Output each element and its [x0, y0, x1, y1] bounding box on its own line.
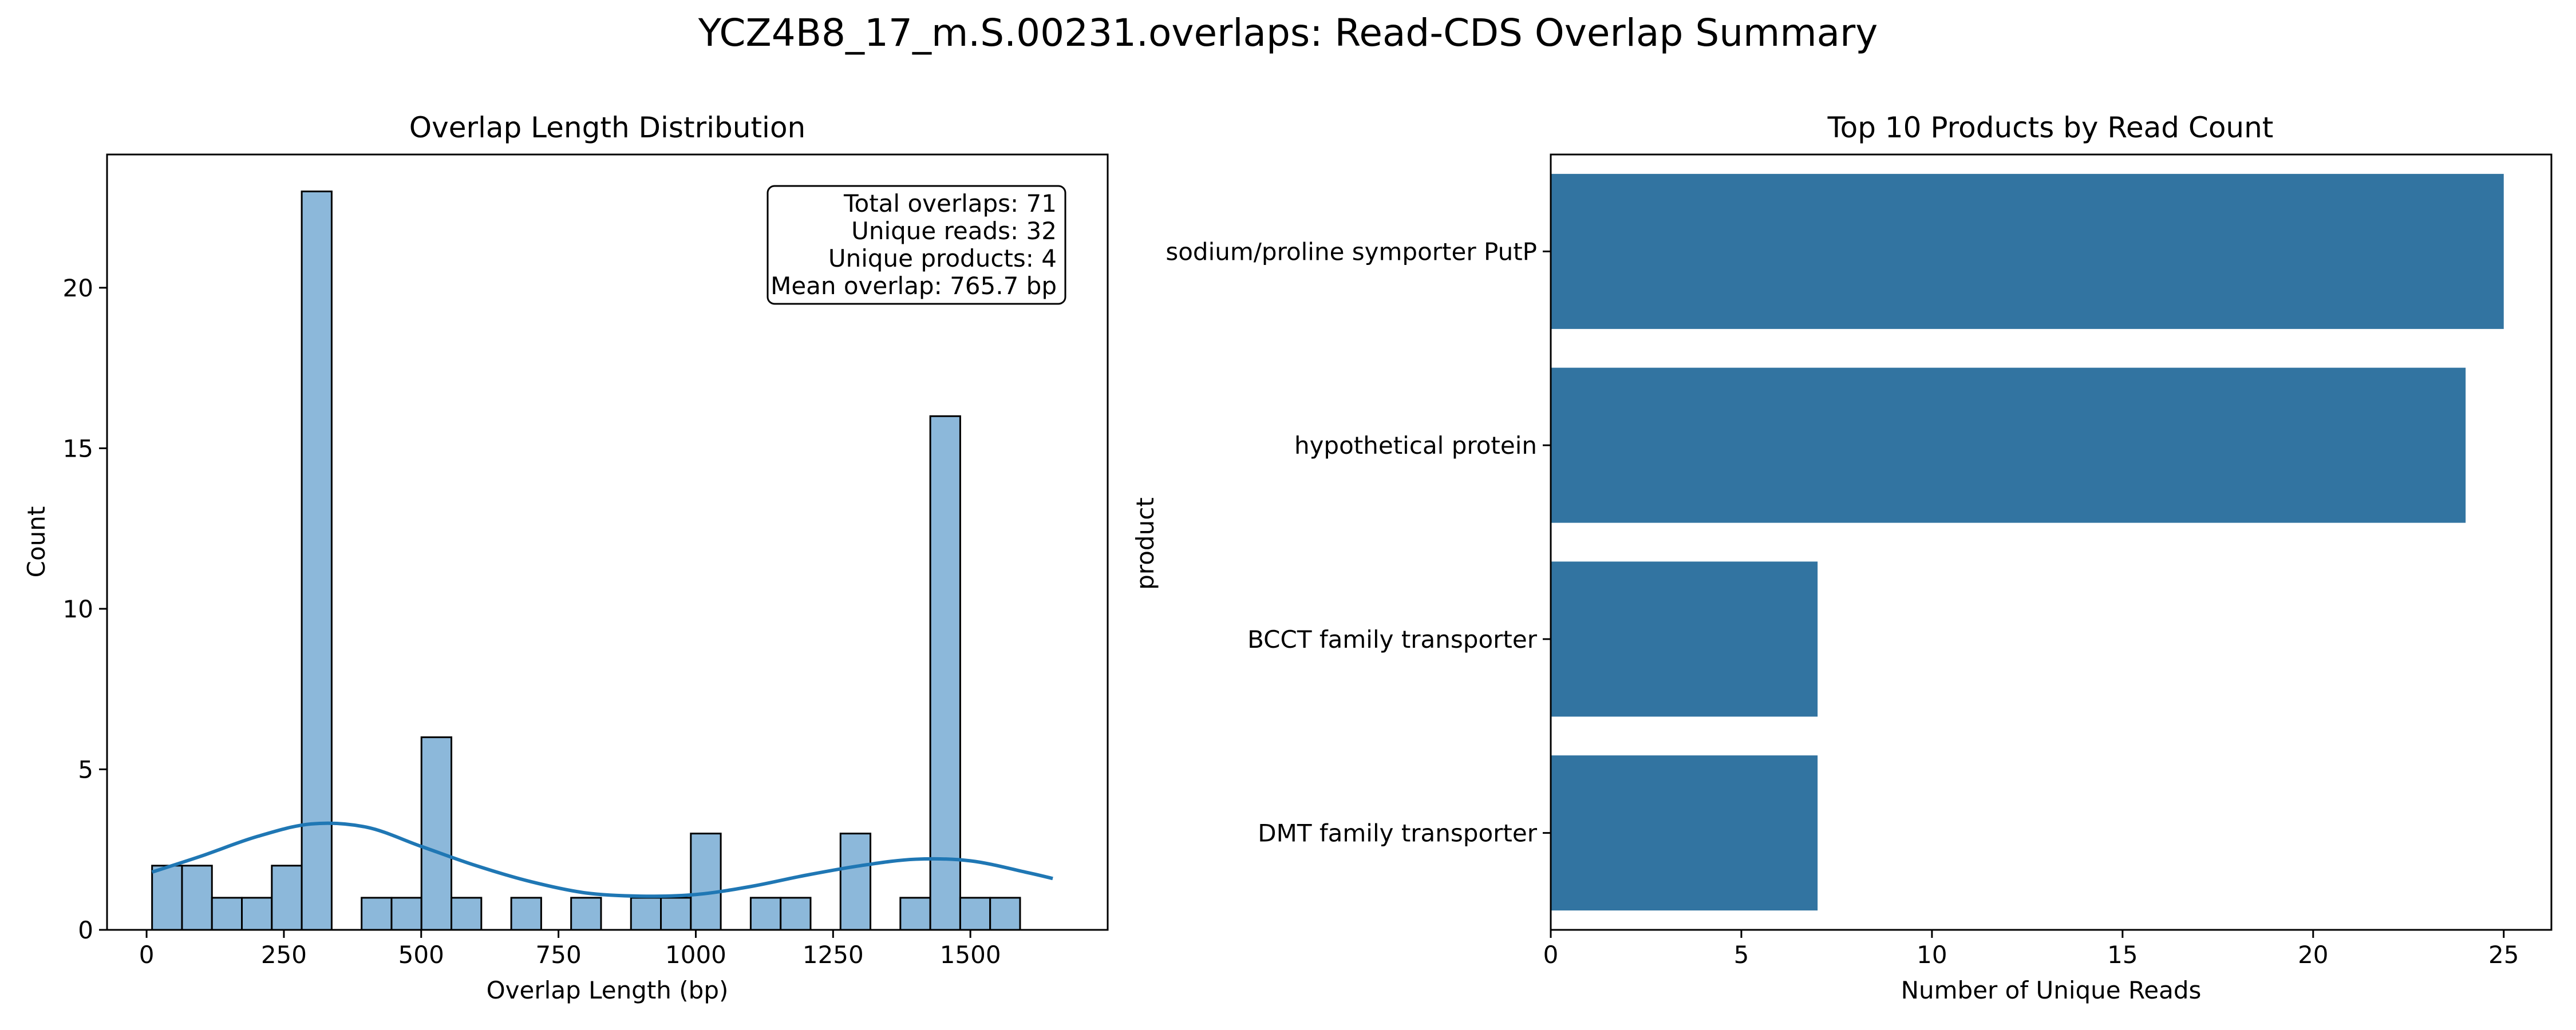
histogram-xtick-label: 1250 — [803, 941, 864, 969]
histogram-xtick-label: 0 — [139, 941, 155, 969]
stats-box-frame — [767, 185, 1066, 305]
bar-chart-xtick-label: 25 — [2488, 941, 2519, 969]
histogram-bar — [181, 865, 213, 931]
histogram-xtick-label: 1500 — [940, 941, 1001, 969]
histogram-ytick-label: 5 — [78, 755, 93, 783]
histogram-bar — [690, 833, 722, 931]
stats-line-products: Unique products: 4 — [828, 244, 1057, 272]
bar-chart-xtick-label: 10 — [1917, 941, 1947, 969]
bar-chart-ylabel: product — [1131, 497, 1159, 590]
bar-chart-category-label: sodium/proline symporter PutP — [1165, 237, 1537, 266]
histogram-bar — [630, 897, 662, 931]
histogram-bar — [451, 897, 483, 931]
histogram-bar — [301, 191, 333, 931]
histogram-bar — [510, 897, 542, 931]
bar-chart-xtick-label: 5 — [1734, 941, 1749, 969]
stats-line-mean: Mean overlap: 765.7 bp — [771, 272, 1057, 300]
histogram-bar — [151, 865, 183, 931]
histogram-title: Overlap Length Distribution — [409, 111, 805, 144]
bar-chart-xtick-label: 0 — [1543, 941, 1559, 969]
histogram-ytick-label: 10 — [63, 595, 93, 623]
bar-chart-xtick-label: 15 — [2107, 941, 2138, 969]
bar-chart-bars — [1551, 173, 2504, 911]
bar-chart-xtick-label: 20 — [2298, 941, 2328, 969]
histogram-xtick-label: 250 — [261, 941, 307, 969]
bar-chart-bar — [1551, 367, 2466, 523]
bar-chart-bar — [1551, 755, 1818, 911]
histogram-ytick-label: 20 — [63, 274, 93, 302]
histogram-bar — [271, 865, 303, 931]
figure-title: YCZ4B8_17_m.S.00231.overlaps: Read-CDS O… — [698, 11, 1878, 55]
histogram-ticks: 0 250 500 750 1000 1250 1500 0 5 10 15 20 — [63, 274, 1001, 969]
bar-chart-ticks: 0 5 10 15 20 25 sodium/proline symporter PutP h… — [1165, 237, 2519, 969]
histogram-bar — [570, 897, 602, 931]
histogram-xlabel: Overlap Length (bp) — [487, 976, 729, 1004]
bar-chart-title: Top 10 Products by Read Count — [1827, 111, 2274, 144]
histogram-panel: Overlap Length Distribution 0 250 500 750 10… — [22, 111, 1109, 1004]
histogram-bar — [780, 897, 812, 931]
bar-chart-bar — [1551, 561, 1818, 717]
stats-line-reads: Unique reads: 32 — [851, 217, 1057, 245]
histogram-bar — [989, 897, 1021, 931]
histogram-bar — [420, 736, 453, 931]
histogram-bar — [839, 833, 872, 931]
histogram-bars — [151, 191, 1021, 931]
histogram-ytick-label: 0 — [78, 916, 93, 944]
histogram-plot-frame — [106, 153, 1109, 931]
bar-chart-plot-frame — [1550, 153, 2553, 931]
histogram-bar — [899, 897, 931, 931]
stats-line-total: Total overlaps: 71 — [843, 189, 1057, 217]
histogram-kde-line — [151, 821, 1053, 898]
histogram-ytick-label: 15 — [63, 434, 93, 462]
histogram-xtick-label: 1000 — [665, 941, 726, 969]
histogram-bar — [929, 415, 961, 931]
bar-chart-category-label: BCCT family transporter — [1247, 625, 1538, 653]
histogram-xtick-label: 750 — [536, 941, 582, 969]
histogram-bar — [361, 897, 393, 931]
histogram-ylabel: Count — [22, 506, 50, 578]
bar-chart-xlabel: Number of Unique Reads — [1901, 976, 2202, 1004]
stats-box: Total overlaps: 71 Unique reads: 32 Uniq… — [767, 185, 1066, 305]
histogram-bar — [749, 897, 782, 931]
histogram-xtick-label: 500 — [398, 941, 444, 969]
histogram-bar — [241, 897, 273, 931]
bar-chart-category-label: hypothetical protein — [1294, 431, 1537, 459]
histogram-bar — [211, 897, 243, 931]
bar-chart-category-label: DMT family transporter — [1258, 819, 1537, 847]
histogram-bar — [959, 897, 991, 931]
histogram-bar — [660, 897, 692, 931]
bar-chart-bar — [1551, 173, 2504, 329]
histogram-bar — [390, 897, 422, 931]
bar-panel: Top 10 Products by Read Count 0 5 10 15 20 25… — [1131, 111, 2553, 1004]
